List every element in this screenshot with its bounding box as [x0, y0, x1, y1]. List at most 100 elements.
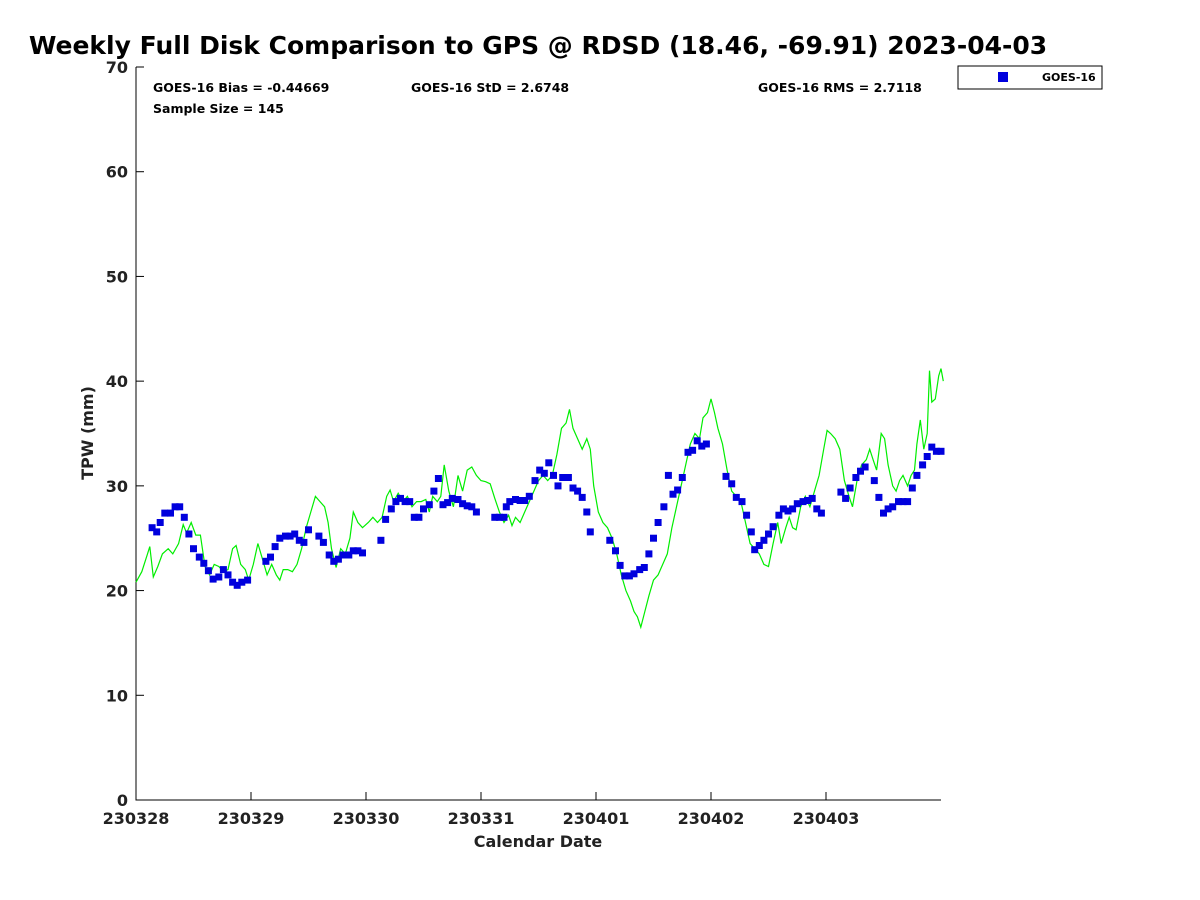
sample-size-stat: Sample Size = 145: [153, 101, 284, 116]
goes16-data-point: [702, 440, 710, 448]
goes16-data-point: [678, 474, 686, 481]
y-tick-label: 40: [106, 372, 128, 391]
stats-annotations: GOES-16 Bias = -0.44669 GOES-16 StD = 2.…: [153, 80, 922, 116]
goes16-data-point: [654, 519, 662, 526]
goes16-data-point: [319, 538, 327, 546]
goes16-data-point: [282, 532, 289, 540]
goes16-data-point: [784, 507, 792, 515]
y-tick-label: 0: [117, 791, 128, 810]
goes16-data-point: [215, 573, 223, 581]
goes16-data-point: [689, 446, 697, 454]
goes16-data-point: [747, 528, 755, 536]
goes16-data-point: [531, 477, 539, 485]
goes16-data-point: [616, 561, 624, 569]
goes16-data-point: [606, 536, 614, 544]
goes16-data-point: [516, 497, 524, 504]
goes16-data-point: [300, 538, 308, 546]
goes16-data-point: [382, 515, 390, 523]
goes16-data-point: [660, 503, 668, 511]
x-tick-label: 230402: [678, 809, 745, 828]
goes16-data-point: [875, 493, 883, 501]
goes16-data-point: [586, 528, 594, 536]
goes16-data-point: [889, 503, 897, 511]
rms-stat: GOES-16 RMS = 2.7118: [758, 80, 922, 95]
goes16-data-point: [928, 443, 936, 451]
goes16-data-point: [645, 550, 653, 558]
goes16-data-point: [295, 536, 303, 544]
goes16-data-point: [904, 498, 912, 506]
goes16-data-point: [401, 498, 409, 506]
goes16-data-point: [870, 477, 878, 485]
goes16-data-point: [738, 498, 746, 506]
goes16-data-point: [410, 513, 418, 521]
goes16-data-point: [156, 519, 164, 526]
y-tick-label: 50: [106, 267, 128, 286]
axes-frame: [135, 67, 941, 801]
goes16-data-point: [664, 471, 672, 479]
goes16-data-point: [612, 547, 619, 555]
goes16-data-point: [185, 530, 193, 538]
std-stat: GOES-16 StD = 2.6748: [411, 80, 569, 95]
goes16-data-point: [698, 442, 706, 450]
goes16-data-point: [693, 437, 701, 445]
goes16-data-point: [621, 572, 629, 580]
goes16-data-point: [540, 469, 548, 477]
goes16-data-point: [775, 511, 783, 519]
legend: GOES-16: [957, 65, 1103, 90]
goes16-data-point: [732, 493, 740, 501]
goes16-data-point: [167, 509, 174, 517]
goes16-data-point: [171, 503, 179, 511]
goes16-data-point: [674, 486, 682, 494]
goes16-data-point: [500, 513, 508, 521]
goes16-data-point: [837, 488, 845, 496]
goes16-data-point: [728, 480, 736, 488]
goes16-data-point: [799, 498, 807, 506]
legend-box: [957, 65, 1103, 90]
goes16-data-point: [636, 566, 644, 574]
goes16-data-point: [315, 532, 323, 540]
goes16-data-point: [550, 471, 557, 479]
goes16-data-point: [200, 559, 208, 567]
goes16-data-point: [722, 472, 730, 480]
goes16-data-point: [564, 474, 572, 481]
goes16-data-point: [743, 511, 751, 519]
goes16-data-point: [325, 551, 333, 559]
goes16-data-point: [755, 542, 763, 549]
goes16-data-point: [760, 536, 768, 544]
goes16-point-series: [148, 437, 945, 589]
y-tick-label: 70: [106, 58, 128, 77]
goes16-data-point: [804, 497, 812, 504]
goes16-data-point: [813, 505, 821, 513]
goes16-data-point: [180, 513, 188, 521]
goes16-data-point: [578, 493, 586, 501]
goes16-data-point: [937, 447, 945, 455]
goes16-data-point: [392, 498, 400, 506]
goes16-data-point: [190, 545, 197, 553]
goes16-data-point: [153, 528, 161, 536]
goes16-data-point: [846, 484, 854, 492]
goes16-data-point: [852, 474, 860, 481]
goes16-data-point: [808, 494, 816, 502]
goes16-data-point: [454, 496, 462, 503]
goes16-data-point: [339, 551, 347, 559]
gps-line-series: [135, 368, 944, 630]
goes16-data-point: [219, 566, 227, 574]
goes16-data-point: [286, 532, 294, 540]
goes16-data-point: [463, 502, 471, 510]
x-tick-label: 230330: [333, 809, 400, 828]
goes16-data-point: [415, 513, 423, 521]
goes16-data-point: [397, 494, 404, 502]
goes16-data-point: [148, 524, 156, 532]
goes16-data-point: [448, 494, 456, 502]
goes16-data-point: [765, 530, 772, 538]
y-axis-label: TPW (mm): [78, 386, 97, 480]
goes16-data-point: [229, 578, 237, 586]
goes16-data-point: [262, 557, 270, 565]
y-tick-label: 60: [106, 163, 128, 182]
x-tick-label: 230328: [103, 809, 170, 828]
goes16-data-point: [842, 494, 850, 502]
gps-tpw-line: [135, 368, 944, 630]
goes16-data-point: [574, 487, 582, 495]
goes16-data-point: [669, 490, 677, 498]
